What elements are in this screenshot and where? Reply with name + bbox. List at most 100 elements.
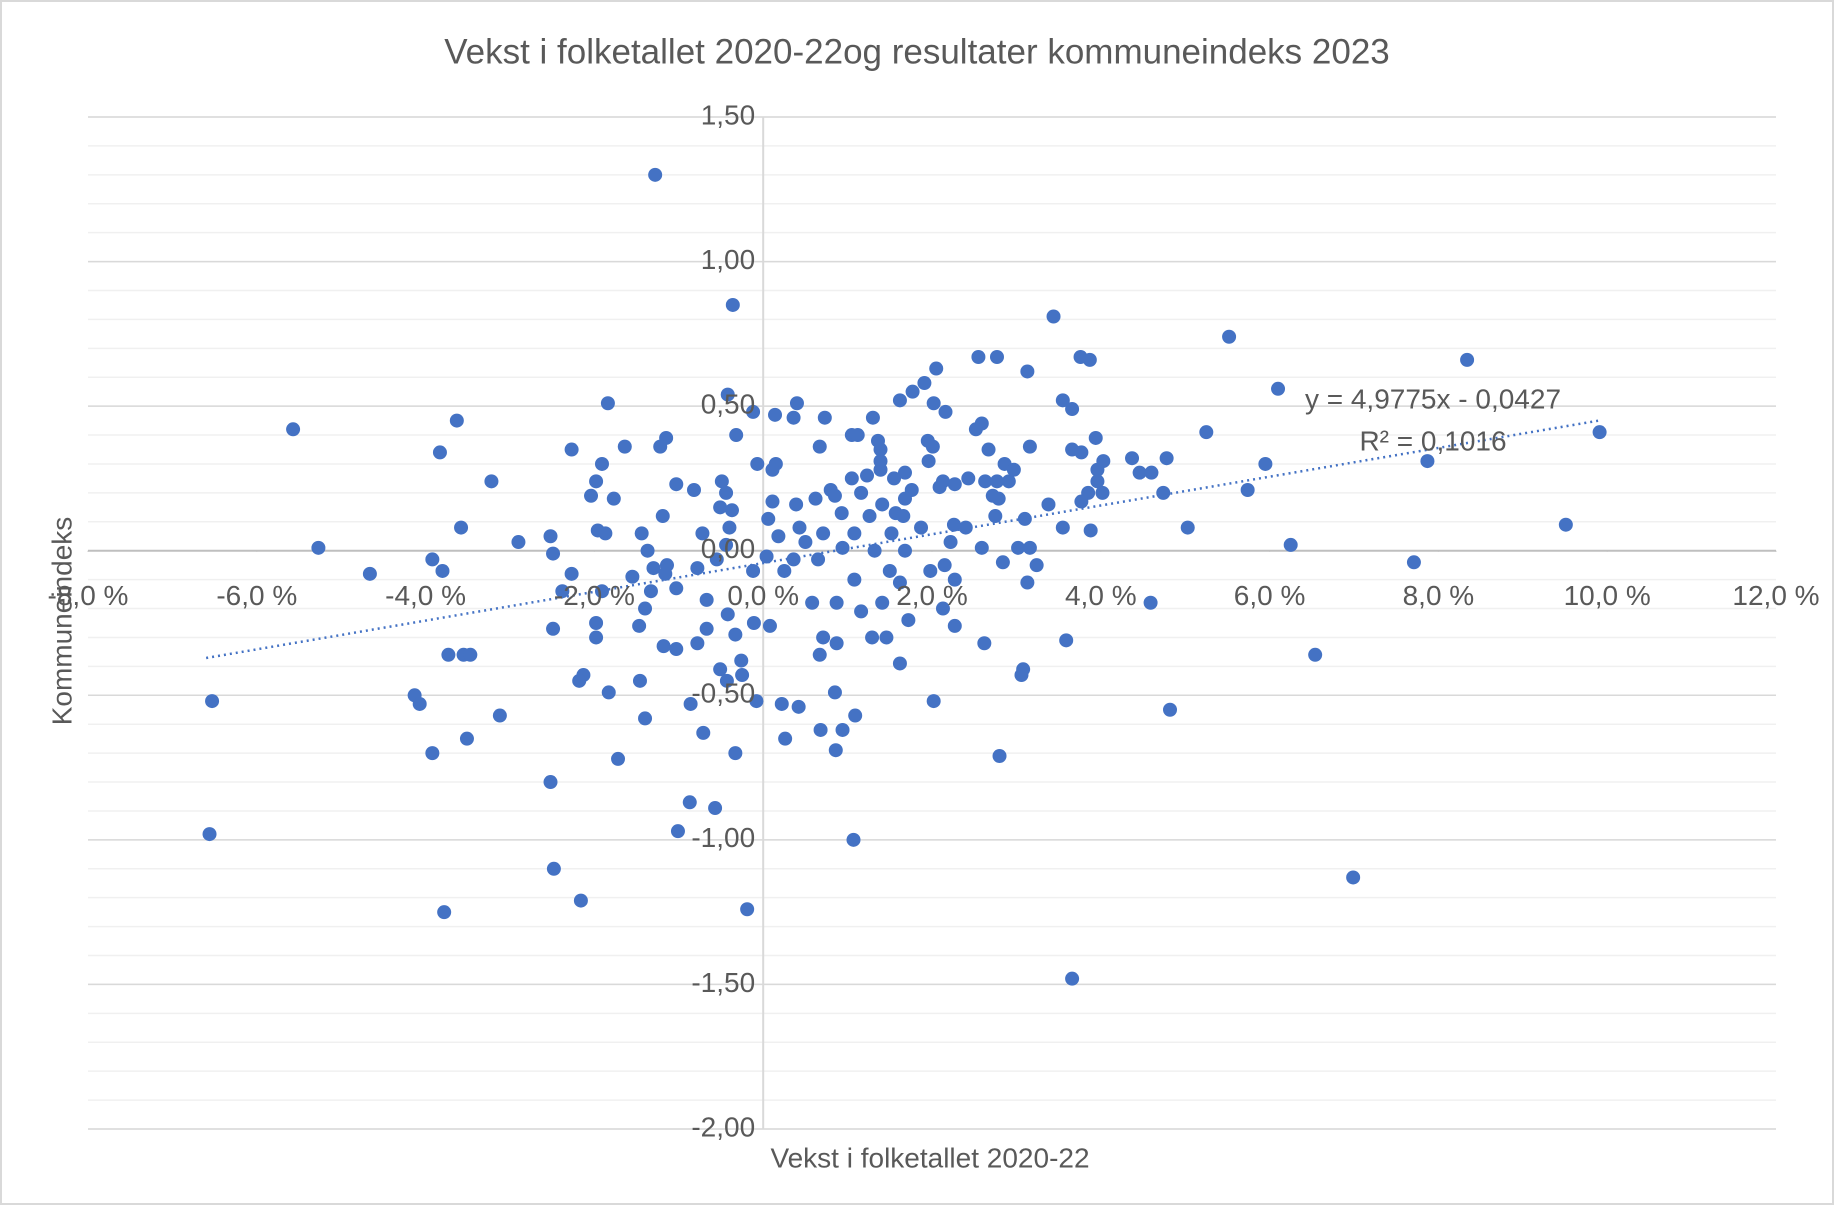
point (722, 520, 737, 535)
point (435, 563, 450, 578)
point (656, 639, 671, 654)
x-tick-label: -2,0 % (554, 580, 635, 611)
y-tick-label: -2,00 (691, 1111, 755, 1142)
point (834, 506, 849, 521)
point (892, 575, 907, 590)
point (1074, 494, 1089, 509)
point (1059, 633, 1074, 648)
point (311, 540, 326, 555)
point (805, 595, 820, 610)
point (961, 471, 976, 486)
point (1460, 352, 1475, 367)
point (573, 893, 588, 908)
point (750, 456, 765, 471)
point (589, 474, 604, 489)
point (887, 471, 902, 486)
point (914, 520, 929, 535)
point (669, 477, 684, 492)
point (835, 540, 850, 555)
point (812, 647, 827, 662)
point (1144, 465, 1159, 480)
point (449, 413, 464, 428)
y-tick-label: -1,50 (691, 967, 755, 998)
point (827, 488, 842, 503)
point (1022, 439, 1037, 454)
point (437, 905, 452, 920)
point (719, 485, 734, 500)
point (829, 636, 844, 651)
point (546, 621, 561, 636)
point (798, 535, 813, 550)
point (926, 396, 941, 411)
point (816, 526, 831, 541)
point (1163, 702, 1178, 717)
point (1592, 425, 1607, 440)
point (724, 503, 739, 518)
point (937, 558, 952, 573)
y-tick-label: -0,50 (691, 678, 755, 709)
point (943, 535, 958, 550)
point (749, 694, 764, 709)
marks (202, 167, 1607, 986)
point (543, 529, 558, 544)
point (989, 474, 1004, 489)
point (921, 454, 936, 469)
point (746, 563, 761, 578)
point (791, 699, 806, 714)
chart-title: Vekst i folketallet 2020-22og resultater… (444, 32, 1390, 71)
point (762, 618, 777, 633)
y-axis-label: Kommuneindeks (46, 517, 77, 726)
x-tick-label: 0,0 % (727, 580, 799, 611)
point (892, 656, 907, 671)
point (879, 630, 894, 645)
point (719, 537, 734, 552)
point (725, 297, 740, 312)
point (640, 543, 655, 558)
point (632, 673, 647, 688)
point (1065, 971, 1080, 986)
point (1029, 558, 1044, 573)
point (1258, 456, 1273, 471)
point (765, 494, 780, 509)
point (463, 647, 478, 662)
x-tick-label: 4,0 % (1065, 580, 1137, 611)
point (720, 387, 735, 402)
point (829, 595, 844, 610)
point (1022, 540, 1037, 555)
point (653, 439, 668, 454)
trendline-r2: R² = 0,1016 (1359, 425, 1506, 456)
point (670, 824, 685, 839)
point (1240, 482, 1255, 497)
point (847, 526, 862, 541)
point (1156, 485, 1171, 500)
point (1065, 402, 1080, 417)
x-tick-label: -8,0 % (48, 580, 129, 611)
point (774, 696, 789, 711)
x-tick-label: 2,0 % (896, 580, 968, 611)
trendline (205, 419, 1599, 660)
point (827, 685, 842, 700)
point (425, 746, 440, 761)
point (728, 746, 743, 761)
point (683, 696, 698, 711)
point (1159, 451, 1174, 466)
point (1199, 425, 1214, 440)
point (875, 595, 890, 610)
point (811, 552, 826, 567)
point (696, 725, 711, 740)
point (412, 696, 427, 711)
point (989, 349, 1004, 364)
point (929, 361, 944, 376)
point (932, 480, 947, 495)
point (828, 743, 843, 758)
point (686, 482, 701, 497)
point (875, 497, 890, 512)
point (728, 627, 743, 642)
point (761, 511, 776, 526)
point (484, 474, 499, 489)
y-tick-label: 1,00 (701, 244, 756, 275)
point (926, 694, 941, 709)
point (695, 526, 710, 541)
point (1095, 485, 1110, 500)
point (658, 566, 673, 581)
